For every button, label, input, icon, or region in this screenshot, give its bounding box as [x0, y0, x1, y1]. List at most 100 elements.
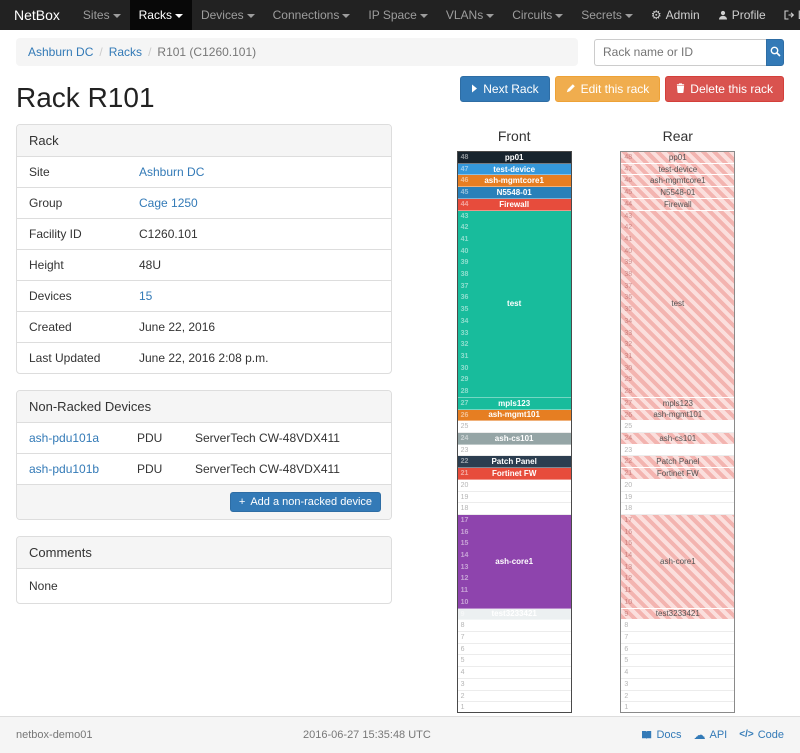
nav-item-log-out[interactable]: Log out: [775, 0, 800, 30]
device-link[interactable]: ash-pdu101a: [29, 431, 100, 445]
rack-device-pp01[interactable]: pp01 48: [621, 152, 735, 164]
unit-number: 48: [460, 154, 469, 161]
logout-icon: [784, 10, 794, 20]
nonracked-panel-footer: + Add a non-racked device: [17, 484, 391, 519]
unit-number: 12: [460, 575, 469, 583]
rack-device-test-device[interactable]: test-device 47: [457, 163, 571, 176]
device-label: test3233421: [655, 609, 700, 619]
footer-link-code[interactable]: </> Code: [739, 729, 784, 741]
device-label: test-device: [658, 164, 698, 174]
rack-device-ash-core1[interactable]: ash-core1 17 16 15 14 13 12 11 10: [457, 514, 571, 609]
footer-link-docs[interactable]: Docs: [641, 729, 682, 741]
nav-item-vlans[interactable]: VLANs: [437, 0, 503, 30]
nav-item-profile[interactable]: Profile: [709, 0, 775, 30]
rack-device-ash-mgmt101[interactable]: ash-mgmt101 26: [621, 409, 735, 422]
device-role: PDU: [137, 462, 163, 476]
rack-device-ash-cs101[interactable]: ash-cs101 24: [457, 433, 571, 445]
footer-links: Docs ☁ API </> Code: [641, 729, 784, 741]
edit-rack-button[interactable]: Edit this rack: [554, 76, 661, 102]
unit-number: 11: [460, 587, 469, 595]
nav-item-connections[interactable]: Connections: [264, 0, 360, 30]
rack-device-patch-panel[interactable]: Patch Panel 22: [457, 456, 571, 469]
nav-item-devices[interactable]: Devices: [192, 0, 264, 30]
unit-number: 34: [624, 317, 633, 325]
pencil-icon: [566, 82, 576, 96]
rack-device-ash-mgmt101[interactable]: ash-mgmt101 26: [457, 409, 571, 422]
search-input[interactable]: [594, 38, 766, 66]
chevron-down-icon: [112, 13, 121, 18]
nav-item-racks[interactable]: Racks: [129, 0, 192, 30]
rack-device-mpls123[interactable]: mpls123 27: [621, 397, 735, 410]
attr-row-devices: Devices 15: [17, 280, 391, 311]
rack-device-n5548-01[interactable]: N5548-01 45: [457, 187, 571, 199]
rack-device-firewall[interactable]: Firewall 44: [457, 198, 571, 211]
book-icon: [641, 730, 652, 740]
attr-value[interactable]: Ashburn DC: [139, 165, 205, 179]
unit-number: 31: [624, 353, 633, 361]
footer-link-api[interactable]: ☁ API: [694, 729, 728, 741]
attr-value[interactable]: Cage 1250: [139, 196, 198, 210]
attr-label: Site: [29, 165, 50, 179]
unit-8-row: 8: [621, 620, 735, 633]
unit-number: 26: [624, 411, 633, 419]
rack-device-test3233421[interactable]: test3233421 9: [621, 608, 735, 621]
rack-device-firewall[interactable]: Firewall 44: [621, 198, 735, 211]
nav-item-admin[interactable]: ⚙ Admin: [642, 0, 709, 30]
device-label: mpls123: [662, 398, 693, 408]
rack-device-test-device[interactable]: test-device 47: [621, 163, 735, 176]
unit-number: 35: [624, 306, 633, 314]
breadcrumb-item-0[interactable]: Ashburn DC: [28, 45, 94, 59]
search-button[interactable]: [766, 38, 784, 66]
rack-device-test[interactable]: test 43 42 41 40 39 38 37 36 35 34 33 32 31 30 29 28: [457, 210, 571, 398]
rack-device-n5548-01[interactable]: N5548-01 45: [621, 187, 735, 199]
app-brand[interactable]: NetBox: [14, 7, 60, 23]
device-model: ServerTech CW-48VDX411: [195, 431, 340, 445]
user-icon: [718, 10, 728, 20]
delete-rack-button[interactable]: Delete this rack: [665, 76, 784, 102]
attr-label: Devices: [29, 289, 72, 303]
rack-device-ash-core1[interactable]: ash-core1 17 16 15 14 13 12 11 10: [621, 514, 735, 609]
nav-item-circuits[interactable]: Circuits: [503, 0, 572, 30]
unit-number: 39: [460, 259, 469, 267]
unit-number: 24: [624, 435, 633, 442]
nonracked-panel-title: Non-Racked Devices: [17, 391, 391, 423]
rack-device-ash-mgmtcore1[interactable]: ash-mgmtcore1 46: [457, 175, 571, 188]
next-rack-button[interactable]: Next Rack: [460, 76, 550, 102]
unit-number: 33: [624, 329, 633, 337]
breadcrumb-item-1[interactable]: Racks: [108, 45, 143, 59]
rack-device-fortinet-fw[interactable]: Fortinet FW 21: [457, 468, 571, 480]
unit-number: 24: [460, 435, 469, 442]
rack-device-patch-panel[interactable]: Patch Panel 22: [621, 456, 735, 469]
rack-device-ash-cs101[interactable]: ash-cs101 24: [621, 433, 735, 445]
attr-value[interactable]: 15: [139, 289, 153, 303]
unit-number: 40: [460, 247, 469, 255]
nonracked-rows: ash-pdu101a PDU ServerTech CW-48VDX411 ash-…: [17, 423, 391, 484]
nav-item-sites[interactable]: Sites: [74, 0, 130, 30]
rack-device-test[interactable]: test 43 42 41 40 39 38 37 36 35 34 33 32 31 30 29 28: [621, 210, 735, 398]
unit-23-row: 23: [457, 445, 571, 457]
device-label: ash-mgmt101: [653, 410, 703, 420]
unit-number: 29: [624, 376, 633, 384]
rack-device-mpls123[interactable]: mpls123 27: [457, 397, 571, 410]
nav-item-secrets[interactable]: Secrets: [572, 0, 642, 30]
unit-19-row: 19: [621, 492, 735, 504]
device-label: ash-mgmt101: [488, 410, 540, 420]
device-label: N5548-01: [496, 187, 532, 197]
unit-number: 28: [460, 388, 469, 396]
unit-number: 27: [624, 399, 633, 407]
rack-device-test3233421[interactable]: test3233421 9: [457, 608, 571, 621]
rack-device-pp01[interactable]: pp01 48: [457, 152, 571, 164]
rack-device-fortinet-fw[interactable]: Fortinet FW 21: [621, 468, 735, 480]
add-nonracked-device-button[interactable]: + Add a non-racked device: [229, 492, 381, 512]
left-column: Rack Site Ashburn DC Group Cage 1250 Facilit…: [16, 124, 392, 716]
next-rack-label: Next Rack: [483, 82, 539, 96]
device-link[interactable]: ash-pdu101b: [29, 462, 100, 476]
unit-number: 35: [460, 306, 469, 314]
rear-elevation-title: Rear: [662, 128, 693, 144]
nav-item-ip-space[interactable]: IP Space: [359, 0, 436, 30]
unit-number: 15: [624, 540, 633, 548]
chevron-down-icon: [246, 13, 255, 18]
unit-number: 14: [624, 552, 633, 560]
rack-device-ash-mgmtcore1[interactable]: ash-mgmtcore1 46: [621, 175, 735, 188]
unit-3-row: 3: [457, 679, 571, 691]
